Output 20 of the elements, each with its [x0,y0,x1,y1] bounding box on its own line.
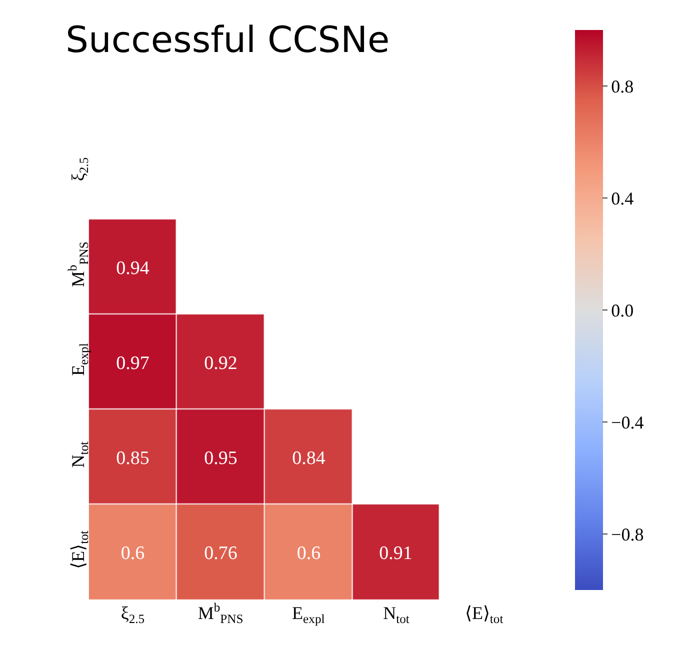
chart-title: Successful CCSNe [66,20,390,61]
color-bar-label: 0.4 [611,188,634,208]
color-bar-label: 0.8 [611,76,634,96]
data-label: 0.92 [204,353,238,374]
color-bar-label: −0.8 [611,524,644,544]
data-label: 0.6 [120,543,145,564]
data-label: 0.85 [116,448,150,470]
x-tick-label: E$_{expl}$ [292,603,326,626]
x-tick-label: ξ$_{2.5}$ [120,603,145,626]
data-label: 0.97 [116,353,150,374]
color-bar-label: 0.0 [611,300,634,320]
x-tick-label: N$_{tot}$ [383,603,410,626]
data-label: 0.94 [116,258,150,280]
color-bar-label: −0.4 [611,412,644,432]
x-tick-label: ⟨E⟩$_{tot}$ [464,603,504,626]
data-label: 0.6 [296,543,321,564]
data-label: 0.84 [292,448,326,470]
data-label: 0.95 [204,448,238,470]
data-label: 0.76 [204,543,238,564]
data-label: 0.91 [379,543,412,564]
